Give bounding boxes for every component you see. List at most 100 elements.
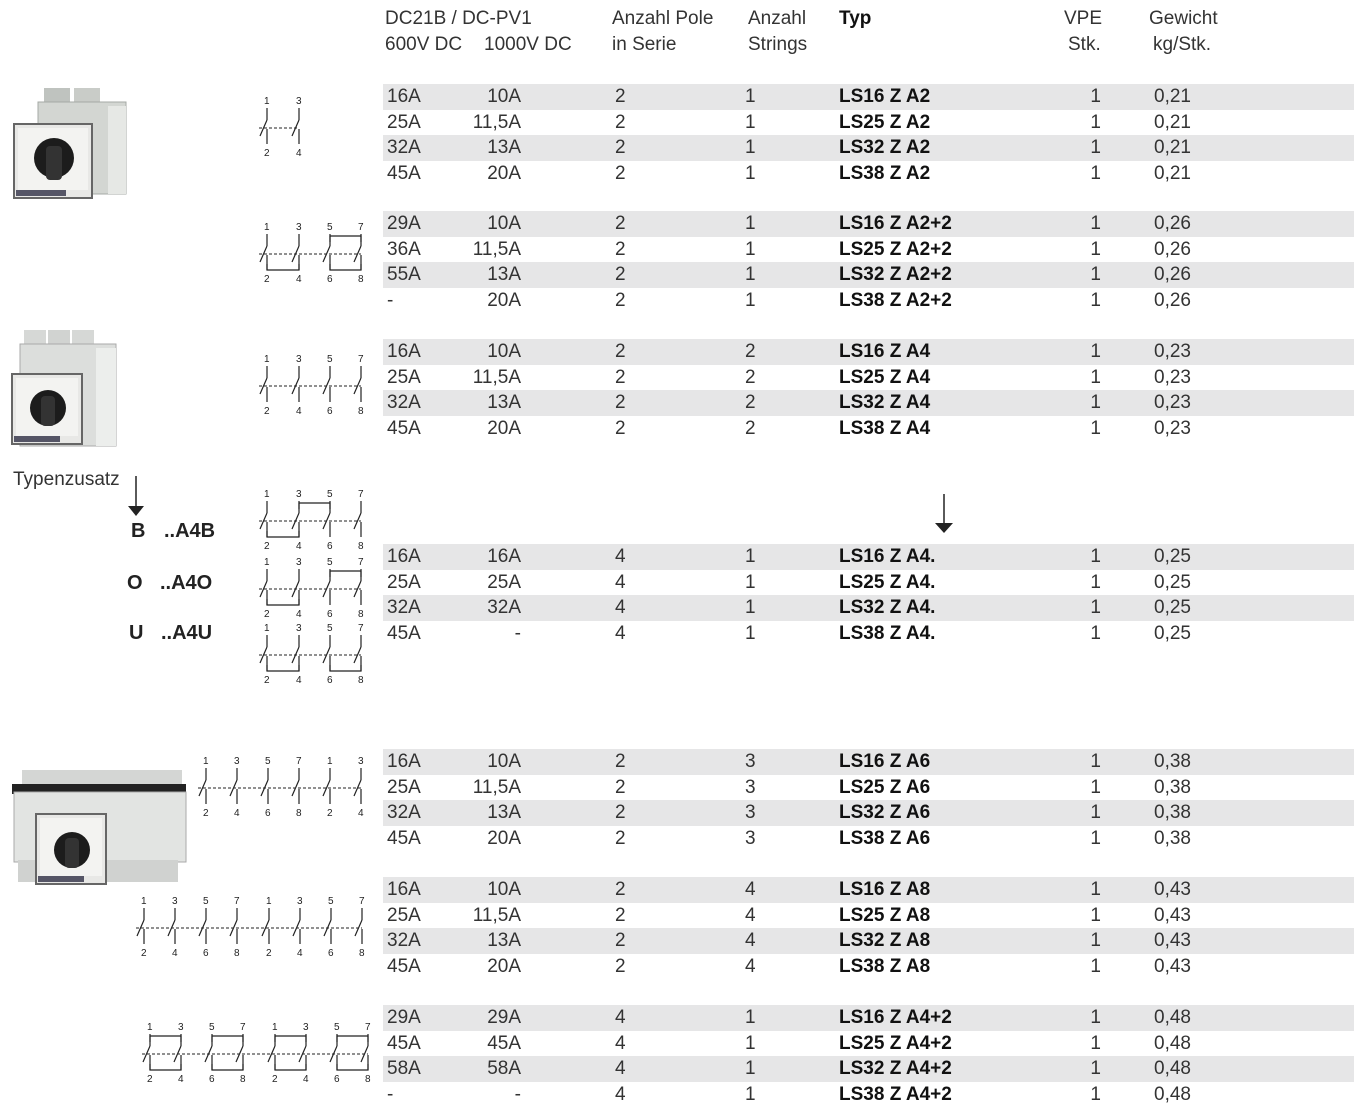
- vpe-cell: 1: [1090, 238, 1101, 260]
- switch-contact-diagram-a4o: 1 2 3 4 5 6 7 8: [259, 557, 364, 620]
- terminal-label: 2: [264, 609, 270, 620]
- switch-contact-diagram-a8: 1 2 3 4 5 6 7 8 1 2 3 4 5 6 7 8: [136, 896, 365, 959]
- current-1000v-cell: 13A: [487, 264, 521, 286]
- terminal-label: 4: [296, 148, 302, 159]
- terminal-label: 4: [234, 808, 240, 819]
- poles-in-series-cell: 4: [615, 1032, 626, 1054]
- strings-cell: 1: [745, 597, 756, 619]
- type-code-cell: LS38 Z A4+2: [839, 1083, 952, 1105]
- table-row: 29A 10A 2 1 LS16 Z A2+2 1 0,26: [383, 211, 1354, 237]
- type-code-cell: LS16 Z A2: [839, 86, 931, 107]
- vpe-cell: 1: [1090, 289, 1101, 311]
- current-1000v-cell: 32A: [487, 597, 521, 619]
- terminal-label: 8: [365, 1074, 371, 1085]
- strings-cell: 1: [745, 86, 756, 107]
- weight-cell: 0,38: [1154, 751, 1191, 772]
- option-b-suffix: ..A4B: [164, 520, 216, 542]
- poles-in-series-cell: 2: [615, 955, 626, 977]
- current-1000v-cell: 10A: [487, 751, 521, 772]
- terminal-label: 7: [240, 1022, 246, 1033]
- terminal-label: 3: [234, 756, 240, 767]
- poles-in-series-cell: 2: [615, 930, 626, 952]
- current-1000v-cell: 58A: [487, 1058, 521, 1080]
- strings-cell: 1: [745, 571, 756, 593]
- terminal-label: 7: [358, 623, 364, 634]
- current-1000v-cell: 10A: [487, 879, 521, 900]
- terminal-label: 4: [358, 808, 364, 819]
- vpe-cell: 1: [1090, 1083, 1101, 1105]
- terminal-label: 4: [172, 948, 178, 959]
- terminal-label: 5: [334, 1022, 340, 1033]
- weight-cell: 0,23: [1154, 366, 1191, 388]
- current-600v-cell: 25A: [387, 904, 421, 926]
- vpe-cell: 1: [1090, 802, 1101, 824]
- strings-cell: 3: [745, 827, 756, 849]
- current-1000v-cell: 20A: [487, 827, 521, 849]
- weight-cell: 0,26: [1154, 238, 1191, 260]
- terminal-label: 1: [264, 623, 270, 634]
- poles-in-series-cell: 2: [615, 137, 626, 159]
- terminal-label: 5: [265, 756, 271, 767]
- vpe-cell: 1: [1090, 751, 1101, 772]
- current-600v-cell: 32A: [387, 802, 421, 824]
- option-o-suffix: ..A4O: [160, 572, 213, 594]
- terminal-label: 5: [209, 1022, 215, 1033]
- strings-cell: 1: [745, 1007, 756, 1028]
- current-1000v-cell: -: [514, 1083, 521, 1105]
- vpe-cell: 1: [1090, 366, 1101, 388]
- terminal-label: 6: [327, 406, 333, 417]
- vpe-cell: 1: [1090, 571, 1101, 593]
- vpe-cell: 1: [1090, 546, 1101, 567]
- current-600v-cell: 16A: [387, 879, 421, 900]
- vpe-cell: 1: [1090, 879, 1101, 900]
- type-code-cell: LS25 Z A4: [839, 366, 931, 388]
- current-600v-cell: 29A: [387, 213, 421, 234]
- current-1000v-cell: 13A: [487, 137, 521, 159]
- terminal-label: 3: [296, 623, 302, 634]
- current-600v-cell: 45A: [387, 1032, 421, 1054]
- weight-cell: 0,23: [1154, 341, 1191, 362]
- current-1000v-cell: 11,5A: [472, 904, 521, 926]
- vpe-cell: 1: [1090, 392, 1101, 414]
- terminal-label: 3: [296, 557, 302, 568]
- current-1000v-cell: 45A: [487, 1032, 521, 1054]
- weight-cell: 0,43: [1154, 930, 1191, 952]
- current-600v-cell: 16A: [387, 86, 421, 107]
- type-code-cell: LS38 Z A2: [839, 162, 931, 184]
- poles-in-series-cell: 2: [615, 417, 626, 439]
- terminal-label: 1: [264, 96, 270, 107]
- strings-cell: 1: [745, 238, 756, 260]
- current-600v-cell: 32A: [387, 597, 421, 619]
- strings-cell: 4: [745, 904, 756, 926]
- weight-cell: 0,38: [1154, 802, 1191, 824]
- terminal-label: 5: [327, 354, 333, 365]
- current-600v-cell: 36A: [387, 238, 421, 260]
- current-1000v-cell: 10A: [487, 86, 521, 107]
- terminal-label: 8: [359, 948, 365, 959]
- terminal-label: 4: [296, 406, 302, 417]
- table-row: 45A 20A 2 4 LS38 Z A8 1 0,43: [383, 954, 1354, 980]
- down-arrow-icon: [935, 494, 953, 533]
- table-row: 45A 45A 4 1 LS25 Z A4+2 1 0,48: [383, 1031, 1354, 1057]
- terminal-label: 6: [327, 609, 333, 620]
- current-600v-cell: 55A: [387, 264, 421, 286]
- terminal-label: 2: [264, 274, 270, 285]
- header-strings: Anzahl: [748, 8, 807, 29]
- weight-cell: 0,38: [1154, 776, 1191, 798]
- weight-cell: 0,23: [1154, 392, 1191, 414]
- table-row: 25A 11,5A 2 2 LS25 Z A4 1 0,23: [383, 365, 1354, 391]
- terminal-label: 6: [334, 1074, 340, 1085]
- current-1000v-cell: 29A: [487, 1007, 521, 1028]
- switch-contact-diagram-a4: 1 2 3 4 5 6 7 8: [259, 354, 364, 417]
- current-1000v-cell: 10A: [487, 213, 521, 234]
- strings-cell: 1: [745, 137, 756, 159]
- current-1000v-cell: 13A: [487, 802, 521, 824]
- poles-in-series-cell: 4: [615, 1058, 626, 1080]
- strings-cell: 3: [745, 776, 756, 798]
- type-code-cell: LS25 Z A2+2: [839, 238, 952, 260]
- weight-cell: 0,25: [1154, 597, 1191, 619]
- type-code-cell: LS25 Z A4.: [839, 571, 936, 593]
- table-row: 16A 10A 2 1 LS16 Z A2 1 0,21: [383, 84, 1354, 110]
- current-600v-cell: 45A: [387, 622, 421, 644]
- header-vpe-sub: Stk.: [1068, 34, 1101, 55]
